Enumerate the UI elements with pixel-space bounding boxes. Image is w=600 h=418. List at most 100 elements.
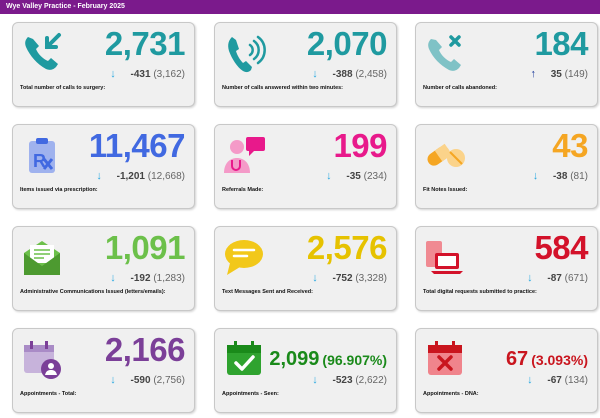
metric-value: 199 [333, 127, 387, 164]
arrow-down-icon: ↓ [110, 374, 116, 386]
card-referrals: 199 ↓ -35 (234) Referrals Made: [214, 124, 397, 209]
metric-label: Fit Notes Issued: [423, 187, 468, 193]
metric-change: ↓ -590 (2,756) [110, 374, 185, 387]
chat-bubble-icon [222, 235, 266, 279]
metric-delta: -1,201 [116, 171, 145, 182]
calendar-x-icon [423, 337, 467, 381]
card-calls-total: 2,731 ↓ -431 (3,162) Total number of cal… [12, 22, 195, 107]
calendar-check-icon [222, 337, 266, 381]
card-calls-abandoned: 184 ↑ 35 (149) Number of calls abandoned… [415, 22, 598, 107]
arrow-down-icon: ↓ [527, 374, 533, 386]
svg-text:R: R [33, 151, 46, 171]
metric-previous: (671) [564, 273, 588, 284]
metric-label: Number of calls answered within two minu… [222, 85, 344, 91]
metric-previous: (3,162) [153, 69, 185, 80]
phone-ringing-icon [222, 31, 266, 75]
metric-number: 2,099 [269, 348, 320, 370]
metric-label: Appointments - DNA: [423, 391, 479, 397]
metric-previous: (3,328) [355, 273, 387, 284]
metric-previous: (2,458) [355, 69, 387, 80]
metric-value: 43 [552, 127, 588, 164]
metric-delta: -523 [332, 375, 353, 386]
arrow-up-icon: ↑ [530, 68, 536, 80]
metric-previous: (2,622) [355, 375, 387, 386]
metric-change: ↑ 35 (149) [530, 68, 588, 81]
metric-previous: (234) [363, 171, 387, 182]
devices-icon [423, 235, 467, 279]
arrow-down-icon: ↓ [312, 68, 318, 80]
metric-change: ↓ -752 (3,328) [312, 272, 387, 285]
metric-change: ↓ -67 (134) [527, 374, 588, 387]
metric-label: Total number of calls to surgery: [20, 85, 106, 91]
metric-value: 2,070 [306, 25, 388, 62]
metric-value: 2,731 [104, 25, 186, 62]
doctor-referral-icon [222, 133, 266, 177]
metric-number: 67 [505, 348, 529, 370]
metric-delta: -35 [346, 171, 361, 182]
arrow-down-icon: ↓ [96, 170, 102, 182]
phone-missed-icon [423, 31, 467, 75]
metric-delta: -67 [547, 375, 562, 386]
metric-value: 11,467 [88, 127, 186, 164]
metric-label: Number of calls abandoned: [423, 85, 497, 91]
metric-delta: -752 [332, 273, 353, 284]
metric-label: Administrative Communications Issued (le… [20, 289, 166, 295]
metric-previous: (134) [564, 375, 588, 386]
arrow-down-icon: ↓ [532, 170, 539, 182]
metric-previous: (2,756) [153, 375, 185, 386]
metric-delta: -87 [547, 273, 562, 284]
metric-previous: (149) [564, 69, 588, 80]
card-appointments-dna: 67 (3.093%) ↓ -67 (134) Appointments - DN… [415, 328, 598, 413]
metric-label: Text Messages Sent and Received: [222, 289, 313, 295]
card-prescriptions: R 11,467 ↓ -1,201 (12,668) Items issued … [12, 124, 195, 209]
metric-change: ↓ -38 (81) [533, 170, 588, 183]
metric-change: ↓ -35 (234) [326, 170, 387, 183]
metric-delta: -192 [130, 273, 151, 284]
metric-value: 2,576 [306, 229, 388, 266]
card-calls-answered: 2,070 ↓ -388 (2,458) Number of calls ans… [214, 22, 397, 107]
arrow-down-icon: ↓ [110, 68, 116, 80]
pills-icon [423, 133, 467, 177]
metric-percentage: (3.093%) [531, 352, 588, 368]
arrow-down-icon: ↓ [312, 272, 318, 284]
metric-delta: 35 [550, 69, 562, 80]
metric-label: Referrals Made: [222, 187, 264, 193]
metric-value: 584 [534, 229, 588, 266]
metric-change: ↓ -388 (2,458) [312, 68, 387, 81]
metric-change: ↓ -87 (671) [527, 272, 588, 285]
arrow-down-icon: ↓ [527, 272, 533, 284]
card-fit-notes: 43 ↓ -38 (81) Fit Notes Issued: [415, 124, 598, 209]
arrow-down-icon: ↓ [326, 170, 332, 182]
card-admin-comms: 1,091 ↓ -192 (1,283) Administrative Comm… [12, 226, 195, 311]
envelope-icon [20, 235, 64, 279]
metric-previous: (81) [570, 171, 588, 182]
card-text-messages: 2,576 ↓ -752 (3,328) Text Messages Sent … [214, 226, 397, 311]
metric-label: Appointments - Total: [20, 391, 77, 397]
card-appointments-total: 2,166 ↓ -590 (2,756) Appointments - Tota… [12, 328, 195, 413]
metric-value: 67 (3.093%) [506, 339, 588, 380]
metric-previous: (12,668) [147, 171, 185, 182]
phone-incoming-icon [20, 31, 64, 75]
card-digital-requests: 584 ↓ -87 (671) Total digital requests s… [415, 226, 598, 311]
arrow-down-icon: ↓ [110, 272, 116, 284]
metric-label: Total digital requests submitted to prac… [423, 289, 537, 295]
arrow-down-icon: ↓ [312, 374, 318, 386]
metric-delta: -388 [332, 69, 353, 80]
metric-value: 184 [534, 25, 588, 62]
metric-value: 2,099 (96.907%) [269, 339, 387, 380]
prescription-icon: R [20, 133, 64, 177]
metric-delta: -431 [130, 69, 151, 80]
metric-percentage: (96.907%) [322, 352, 387, 368]
metric-value: 1,091 [104, 229, 186, 266]
metric-change: ↓ -431 (3,162) [110, 68, 185, 81]
card-appointments-seen: 2,099 (96.907%) ↓ -523 (2,622) Appointmen… [214, 328, 397, 413]
metric-delta: -590 [130, 375, 151, 386]
metric-change: ↓ -523 (2,622) [312, 374, 387, 387]
dashboard-title: Wye Valley Practice - February 2025 [0, 0, 600, 14]
metric-label: Items issued via prescription: [20, 187, 98, 193]
metric-delta: -38 [552, 171, 568, 182]
calendar-user-icon [20, 337, 64, 381]
metric-change: ↓ -1,201 (12,668) [96, 170, 185, 183]
metric-label: Appointments - Seen: [222, 391, 279, 397]
metric-value: 2,166 [104, 331, 186, 368]
